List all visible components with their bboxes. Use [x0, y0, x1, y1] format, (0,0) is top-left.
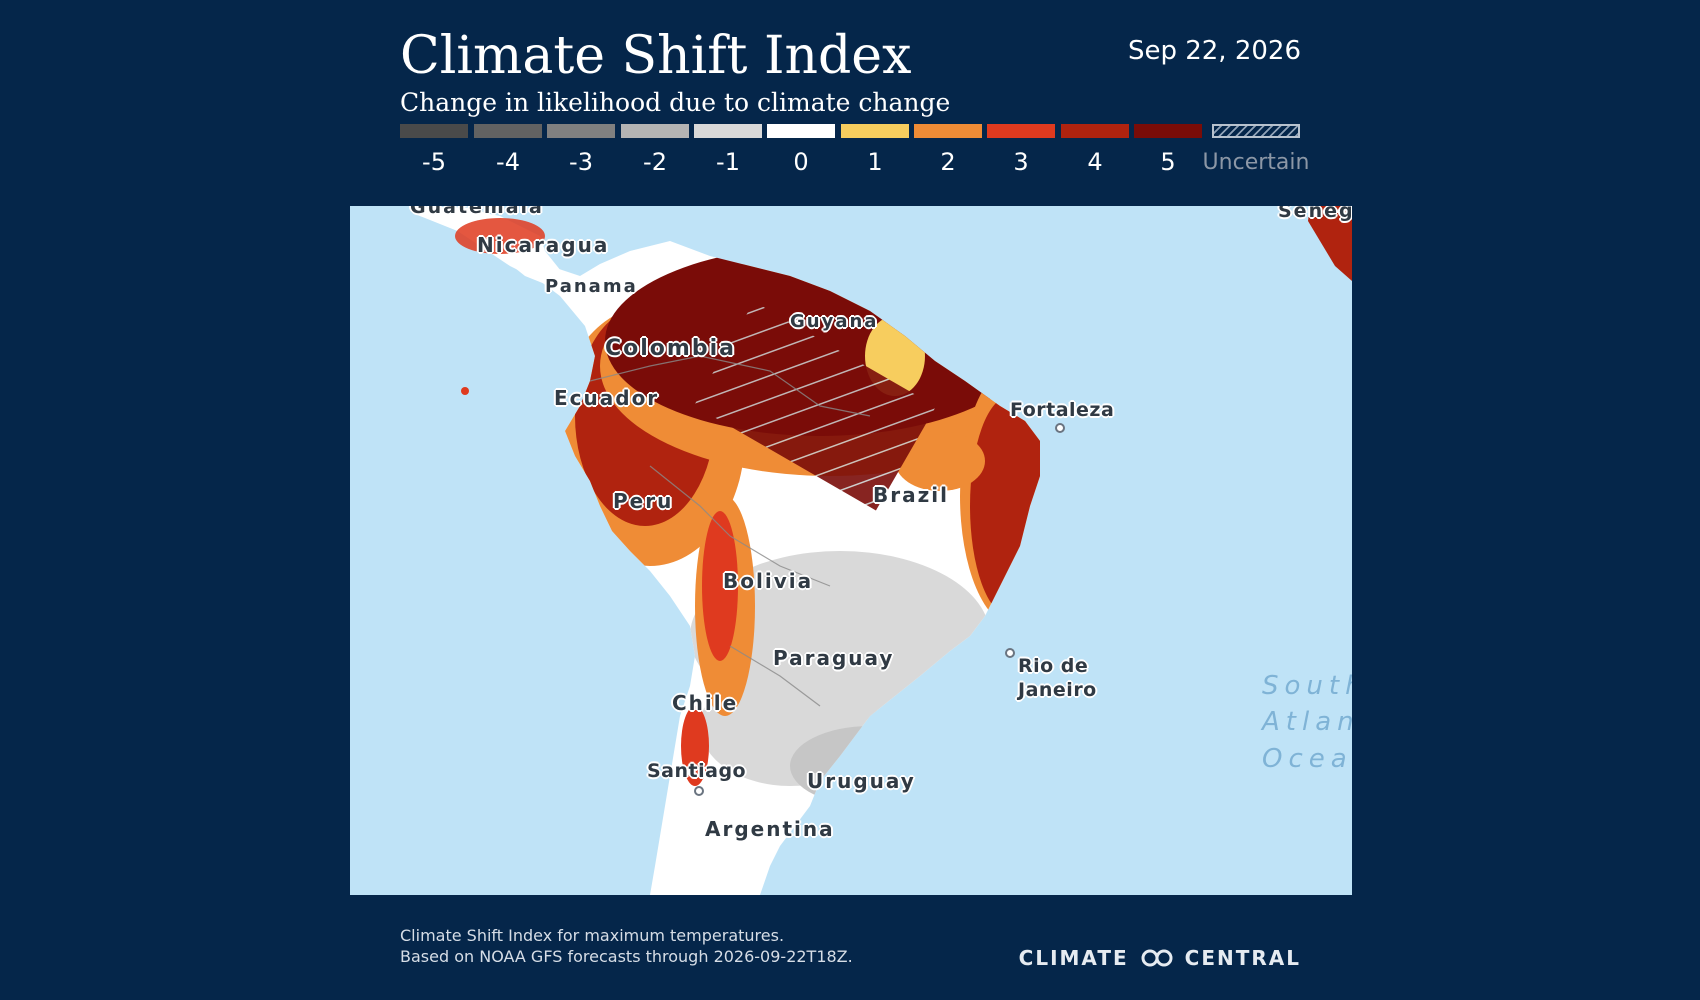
- legend-label-minus1: -1: [716, 148, 740, 176]
- legend-label-1: 1: [867, 148, 883, 176]
- map-label-santiago: Santiago: [647, 760, 747, 782]
- csi-map[interactable]: Guatemala Nicaragua Panama Guyana Colomb…: [350, 206, 1352, 895]
- santiago-marker: [694, 786, 704, 796]
- brand-word-central: CENTRAL: [1184, 946, 1301, 970]
- legend-swatch-minus4: [474, 124, 542, 138]
- rio-marker: [1005, 648, 1015, 658]
- map-label-chile: Chile: [672, 691, 739, 715]
- map-label-south-atlantic-ocean: South Atlantic Ocean: [1262, 671, 1352, 774]
- africa-coast: [1308, 206, 1352, 281]
- map-label-colombia: Colombia: [605, 336, 736, 361]
- csi-red-andes: [702, 511, 738, 661]
- map-label-ecuador: Ecuador: [554, 386, 660, 410]
- footnote-line-2: Based on NOAA GFS forecasts through 2026…: [400, 947, 853, 966]
- csi-red-east: [970, 396, 1040, 616]
- page-subtitle: Change in likelihood due to climate chan…: [400, 88, 951, 117]
- legend-swatch-minus2: [621, 124, 689, 138]
- legend-label-0: 0: [793, 148, 809, 176]
- map-label-rio-de-janeiro: Rio de Janeiro: [1018, 655, 1097, 701]
- map-canvas: [410, 206, 1352, 895]
- csi-central-america: [455, 218, 545, 254]
- legend-swatch-4: [1061, 124, 1129, 138]
- climate-central-logo[interactable]: CLIMATE CENTRAL: [1019, 946, 1301, 970]
- legend-swatch-3: [987, 124, 1055, 138]
- legend-swatch-minus3: [547, 124, 615, 138]
- legend-label-minus4: -4: [496, 148, 520, 176]
- csi-red-santiago: [681, 706, 709, 786]
- legend-swatch-0: [767, 124, 835, 138]
- map-label-senegal: Senegal: [1278, 206, 1352, 222]
- map-label-peru: Peru: [613, 489, 674, 513]
- legend-swatch-minus5: [400, 124, 468, 138]
- map-label-bolivia: Bolivia: [723, 569, 814, 593]
- brand-word-climate: CLIMATE: [1018, 946, 1129, 970]
- map-label-fortaleza: Fortaleza: [1010, 399, 1115, 421]
- fortaleza-marker: [1055, 423, 1065, 433]
- legend-label-2: 2: [940, 148, 956, 176]
- infinity-rings-icon: [1141, 949, 1173, 967]
- map-label-guatemala: Guatemala: [410, 206, 544, 218]
- footnote-line-1: Climate Shift Index for maximum temperat…: [400, 926, 785, 945]
- footnote: Climate Shift Index for maximum temperat…: [400, 925, 853, 967]
- map-label-paraguay: Paraguay: [773, 646, 895, 670]
- legend-label-minus2: -2: [643, 148, 667, 176]
- legend-label-4: 4: [1087, 148, 1103, 176]
- color-legend: -5 -4 -3 -2 -1 0 1 2 3 4 5 Uncertain: [400, 124, 1309, 180]
- map-label-nicaragua: Nicaragua: [477, 233, 610, 257]
- csi-gray-uruguay: [790, 726, 950, 806]
- csi-orange-brazil: [895, 431, 985, 491]
- legend-swatch-uncertain: [1212, 124, 1300, 138]
- legend-label-minus3: -3: [569, 148, 593, 176]
- legend-label-3: 3: [1013, 148, 1029, 176]
- page-title: Climate Shift Index: [400, 26, 912, 86]
- legend-label-minus5: -5: [422, 148, 446, 176]
- map-label-brazil: Brazil: [873, 483, 949, 507]
- legend-label-5: 5: [1160, 148, 1176, 176]
- forecast-date: Sep 22, 2026: [1127, 36, 1301, 66]
- map-label-panama: Panama: [545, 276, 638, 297]
- galapagos-island: [461, 387, 469, 395]
- map-label-argentina: Argentina: [705, 817, 835, 841]
- country-borders: [589, 355, 871, 707]
- legend-swatch-5: [1134, 124, 1202, 138]
- legend-swatch-minus1: [694, 124, 762, 138]
- legend-swatch-1: [841, 124, 909, 138]
- uncertain-hatch-region: [694, 301, 936, 511]
- legend-label-uncertain: Uncertain: [1202, 150, 1310, 175]
- legend-swatch-2: [914, 124, 982, 138]
- map-label-guyana: Guyana: [790, 311, 879, 332]
- map-label-uruguay: Uruguay: [807, 769, 916, 793]
